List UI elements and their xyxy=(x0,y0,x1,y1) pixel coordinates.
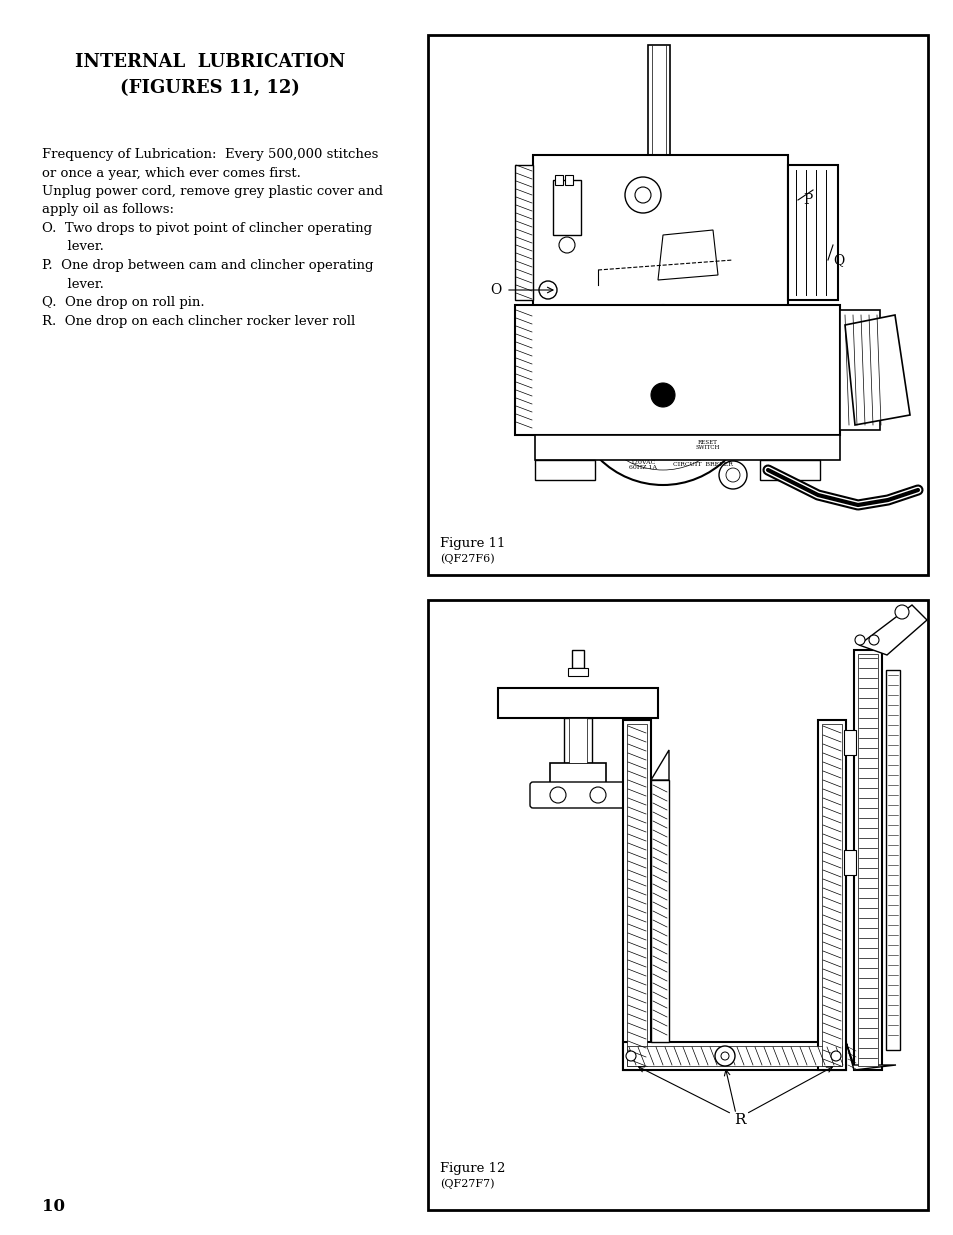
Circle shape xyxy=(538,282,557,299)
Bar xyxy=(853,650,882,1070)
Circle shape xyxy=(625,1051,636,1061)
Bar xyxy=(817,720,845,1070)
Bar xyxy=(533,156,787,310)
Bar xyxy=(564,175,573,185)
Bar xyxy=(572,650,583,668)
Circle shape xyxy=(720,1052,728,1060)
Bar xyxy=(428,600,927,1210)
Bar xyxy=(553,180,580,235)
Bar xyxy=(821,724,841,1066)
Bar xyxy=(622,1042,845,1070)
Bar xyxy=(885,671,899,1050)
Circle shape xyxy=(868,635,878,645)
Circle shape xyxy=(573,305,752,485)
Text: Q: Q xyxy=(832,253,843,267)
Text: (QF27F6): (QF27F6) xyxy=(439,553,494,563)
Text: P.  One drop between cam and clincher operating: P. One drop between cam and clincher ope… xyxy=(42,259,374,272)
Polygon shape xyxy=(858,605,926,655)
Text: R: R xyxy=(734,1113,745,1128)
Bar xyxy=(760,459,820,480)
Polygon shape xyxy=(650,750,668,781)
Text: RESET
SWITCH: RESET SWITCH xyxy=(695,440,720,451)
Circle shape xyxy=(894,605,908,619)
Text: or once a year, which ever comes first.: or once a year, which ever comes first. xyxy=(42,167,300,179)
Text: R.  One drop on each clincher rocker lever roll: R. One drop on each clincher rocker leve… xyxy=(42,315,355,327)
Bar xyxy=(650,781,668,1042)
Text: Figure 12: Figure 12 xyxy=(439,1162,505,1174)
Bar xyxy=(563,718,592,763)
Text: lever.: lever. xyxy=(42,241,104,253)
Bar xyxy=(568,718,586,763)
Text: apply oil as follows:: apply oil as follows: xyxy=(42,204,173,216)
Polygon shape xyxy=(844,315,909,425)
Bar xyxy=(840,310,879,430)
Bar xyxy=(626,1046,841,1066)
Bar xyxy=(651,44,665,175)
Polygon shape xyxy=(845,1042,895,1070)
Bar xyxy=(497,688,658,718)
Text: O.  Two drops to pivot point of clincher operating: O. Two drops to pivot point of clincher … xyxy=(42,222,372,235)
Text: Figure 11: Figure 11 xyxy=(439,537,505,550)
Text: Frequency of Lubrication:  Every 500,000 stitches: Frequency of Lubrication: Every 500,000 … xyxy=(42,148,378,161)
Circle shape xyxy=(587,320,738,471)
Circle shape xyxy=(635,186,650,203)
Bar xyxy=(428,35,927,576)
Bar xyxy=(843,850,855,876)
Bar xyxy=(787,165,837,300)
Circle shape xyxy=(650,383,675,408)
FancyBboxPatch shape xyxy=(530,782,625,808)
Text: 10: 10 xyxy=(42,1198,65,1215)
Bar xyxy=(515,305,840,435)
Bar xyxy=(535,459,595,480)
Bar xyxy=(550,763,605,785)
Bar xyxy=(567,668,587,676)
Text: INTERNAL  LUBRICATION: INTERNAL LUBRICATION xyxy=(74,53,345,70)
Bar xyxy=(555,175,562,185)
Text: P: P xyxy=(802,193,811,207)
Text: 120VAC
60HZ 1A: 120VAC 60HZ 1A xyxy=(628,459,657,471)
Circle shape xyxy=(714,1046,734,1066)
Text: CIRCUIT  BREKER: CIRCUIT BREKER xyxy=(673,462,732,468)
Text: lever.: lever. xyxy=(42,278,104,290)
Circle shape xyxy=(558,237,575,253)
Text: Q.  One drop on roll pin.: Q. One drop on roll pin. xyxy=(42,296,204,309)
Polygon shape xyxy=(658,230,718,280)
Bar xyxy=(857,655,877,1066)
Text: (QF27F7): (QF27F7) xyxy=(439,1178,494,1188)
Bar xyxy=(843,730,855,755)
Circle shape xyxy=(830,1051,841,1061)
Circle shape xyxy=(589,787,605,803)
Text: Unplug power cord, remove grey plastic cover and: Unplug power cord, remove grey plastic c… xyxy=(42,185,382,198)
Text: O: O xyxy=(490,283,500,296)
Text: (FIGURES 11, 12): (FIGURES 11, 12) xyxy=(120,79,299,98)
Circle shape xyxy=(624,177,660,212)
Bar xyxy=(626,724,646,1066)
Bar xyxy=(535,435,840,459)
Circle shape xyxy=(719,461,746,489)
Bar xyxy=(647,44,669,175)
Circle shape xyxy=(550,787,565,803)
Bar xyxy=(515,165,533,300)
Circle shape xyxy=(854,635,864,645)
Bar xyxy=(622,720,650,1070)
Circle shape xyxy=(725,468,740,482)
